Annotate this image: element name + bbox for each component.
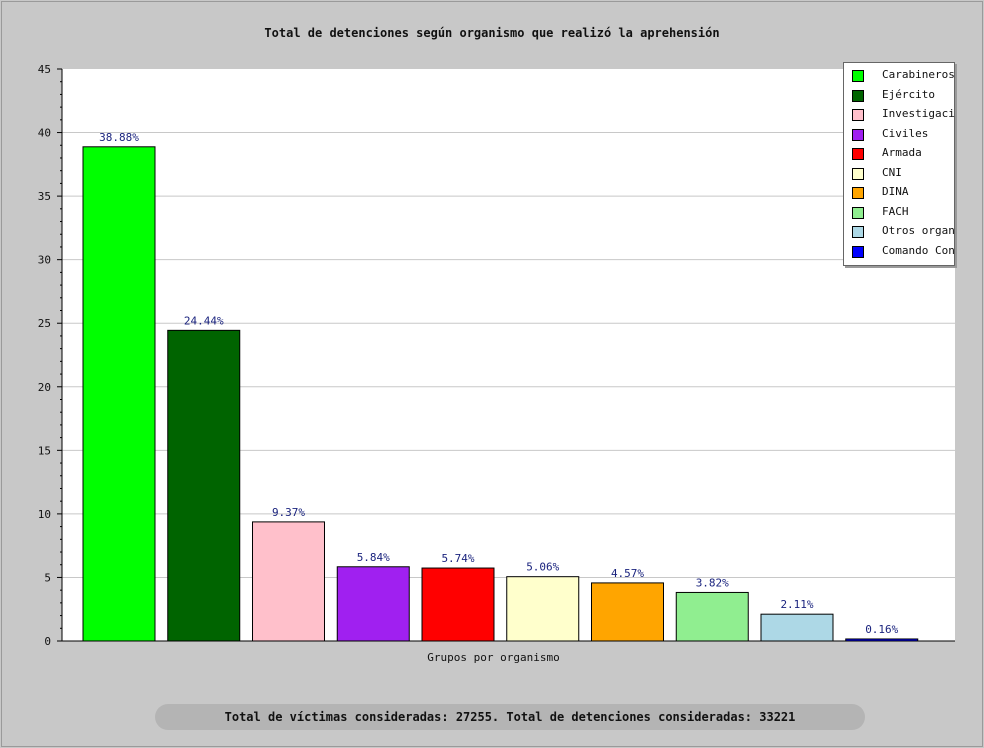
legend-label: Comando Con — [882, 243, 955, 257]
legend-swatch — [852, 187, 864, 199]
legend-label: Armada — [882, 146, 922, 159]
y-tick-label: 5 — [44, 571, 51, 584]
y-tick-label: 45 — [38, 63, 51, 76]
legend-label: DINA — [882, 185, 909, 198]
legend-label: Civiles — [882, 126, 929, 140]
legend: Carabineros Ejército Investigaci Civiles Arm… — [843, 62, 955, 266]
legend-swatch — [852, 70, 864, 82]
bar-4 — [336, 566, 410, 642]
legend-swatch — [852, 167, 864, 180]
legend-swatch — [852, 226, 864, 238]
bar-value-label: 38.88% — [99, 131, 139, 144]
bar-2 — [167, 329, 241, 642]
legend-label: Carabineros — [882, 68, 955, 81]
bar-value-label: 24.44% — [184, 314, 224, 327]
y-tick-label: 35 — [38, 190, 51, 203]
legend-label: Investigaci — [882, 107, 955, 120]
bar-value-label: 5.06% — [526, 561, 559, 574]
bar-chart: 0 5 10 15 20 25 30 35 40 45 38.88% 24.44% 9.37% 5.84%… — [38, 63, 955, 664]
legend-swatch — [852, 109, 864, 121]
bar-3 — [252, 521, 325, 642]
legend-swatch — [852, 206, 864, 219]
bar-value-label: 5.74% — [441, 552, 474, 565]
bar-8 — [675, 591, 749, 642]
y-tick-label: 10 — [38, 508, 51, 521]
bar-value-label: 9.37% — [272, 506, 305, 519]
legend-label: FACH — [882, 204, 909, 218]
y-tick-label: 30 — [38, 254, 51, 267]
bar-6 — [506, 576, 580, 642]
x-axis-label: Grupos por organismo — [427, 651, 559, 664]
y-tick-label: 0 — [44, 635, 51, 648]
bar-value-label: 5.84% — [357, 551, 390, 564]
bar-value-label: 3.82% — [696, 576, 729, 589]
legend-swatch — [852, 128, 864, 141]
legend-swatch — [852, 148, 864, 160]
bar-9 — [760, 613, 834, 642]
legend-swatch — [852, 245, 864, 258]
bar-value-label: 0.16% — [865, 623, 898, 636]
legend-label: Otros organ — [882, 224, 955, 237]
bar-value-label: 2.11% — [780, 598, 813, 611]
y-tick-label: 25 — [38, 317, 51, 330]
bar-10 — [845, 638, 919, 642]
bar-7 — [591, 582, 664, 642]
legend-label: CNI — [882, 165, 902, 179]
totals-footer: Total de víctimas consideradas: 27255. T… — [155, 704, 865, 730]
bar-5 — [421, 567, 495, 642]
chart-title: Total de detenciones según organismo que… — [264, 26, 720, 40]
y-tick-label: 40 — [38, 127, 51, 140]
y-tick-label: 15 — [38, 444, 51, 457]
legend-label: Ejército — [882, 87, 935, 101]
legend-swatch — [852, 89, 864, 102]
bar-value-label: 4.57% — [611, 567, 644, 580]
bar-1 — [82, 146, 156, 642]
y-tick-label: 20 — [38, 381, 51, 394]
